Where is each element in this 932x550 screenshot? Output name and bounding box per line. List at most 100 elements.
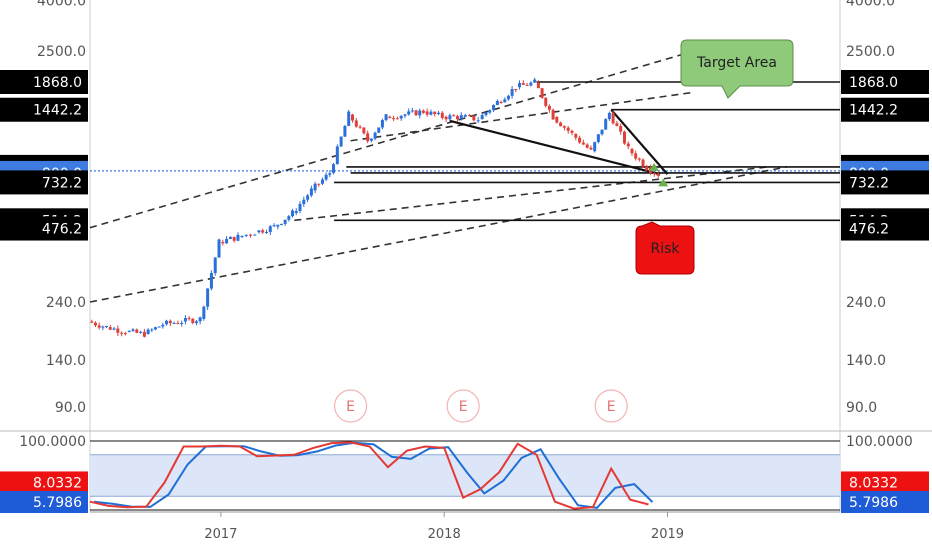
price-tick-right: 4000.0 (846, 0, 895, 9)
earnings-event-label: E (346, 399, 355, 415)
candle-body (463, 115, 467, 117)
candle-body (236, 234, 240, 241)
candle-body (101, 326, 105, 328)
candle-body (283, 219, 287, 224)
candle-body (600, 129, 604, 135)
candle-body (585, 144, 589, 148)
candle-body (570, 130, 574, 133)
candle-body (343, 125, 347, 137)
candle-body (268, 226, 272, 233)
candle-body (578, 137, 582, 143)
candle-body (604, 119, 608, 130)
candle-body (209, 273, 213, 289)
candle-body (120, 332, 124, 334)
candle-body (488, 110, 492, 113)
candle-body (232, 236, 236, 241)
candle-body (180, 323, 184, 325)
candle-body (328, 173, 332, 175)
candle-body (399, 115, 403, 119)
candle-body (392, 118, 396, 120)
candle-body (514, 89, 518, 91)
price-badge-right-label: 1442.2 (849, 103, 898, 119)
candle-body (377, 127, 381, 133)
candle-body (279, 223, 283, 225)
candle-body (607, 112, 611, 120)
risk-callout (635, 221, 695, 275)
candle-body (437, 112, 441, 115)
candle-body (547, 105, 551, 110)
candle-body (468, 115, 472, 117)
candle-body (619, 126, 623, 132)
price-tick-left: 90.0 (55, 400, 86, 416)
candle-body (317, 183, 321, 185)
candle-body (418, 110, 422, 116)
candle-body (555, 116, 559, 123)
stochastic-badge-left-label: 8.0332 (33, 475, 82, 491)
trendline-3 (294, 166, 769, 222)
candle-body (332, 164, 336, 173)
price-tick-left: 4000.0 (37, 0, 86, 9)
candle-body (429, 111, 433, 115)
candle-body (440, 112, 444, 118)
candle-body (634, 153, 638, 159)
candle-body (551, 109, 555, 120)
candle-body (217, 239, 221, 258)
stochastic-d-line (93, 441, 654, 509)
candle-body (335, 146, 339, 165)
candle-body (369, 138, 373, 141)
candle-body (264, 232, 268, 234)
candle-body (380, 120, 384, 128)
candle-body (244, 234, 248, 236)
price-tick-right: 240.0 (846, 295, 886, 311)
stochastic-badge-left-label: 5.7986 (33, 495, 82, 511)
candle-body (339, 136, 343, 147)
stochastic-tick-right: 100.0000 (846, 434, 913, 450)
candle-body (213, 257, 217, 274)
candle-body (127, 331, 131, 333)
price-badge-left (0, 170, 88, 195)
price-tick-right: 2500.0 (846, 44, 895, 60)
candle-body (403, 114, 407, 116)
price-badge-left (0, 70, 88, 94)
candle-body (536, 82, 540, 89)
candle-body (452, 115, 456, 117)
stochastic-badge-right-label: 8.0332 (849, 475, 898, 491)
candle-body (324, 174, 328, 180)
candle-body (298, 203, 302, 212)
candle-body (414, 110, 418, 116)
candle-body (410, 110, 414, 112)
candle-body (221, 242, 225, 244)
stochastic-band (90, 454, 840, 497)
earnings-event-label: E (607, 399, 616, 415)
candle-body (225, 238, 229, 244)
price-tick-right: 90.0 (846, 400, 877, 416)
candle-body (656, 173, 660, 176)
candle-body (108, 327, 112, 330)
candle-body (645, 166, 649, 171)
candle-body (615, 123, 619, 127)
candle-body (484, 112, 488, 116)
candle-body (294, 211, 298, 214)
trendline-0 (89, 49, 696, 229)
candle-body (533, 79, 537, 83)
candle-body (641, 159, 645, 167)
candle-body (421, 110, 425, 113)
candle-body (351, 114, 354, 121)
candle-body (407, 111, 411, 115)
candle-body (476, 120, 480, 122)
candle-body (448, 115, 452, 120)
price-tick-left: 2500.0 (37, 44, 86, 60)
candle-body (194, 321, 198, 324)
price-badge-right (841, 70, 929, 94)
price-badge-left-label: 476.2 (42, 222, 82, 238)
price-badge-left-label: 1868.0 (33, 75, 82, 91)
candle-body (290, 210, 294, 217)
candle-body (90, 321, 94, 323)
candle-body (622, 131, 626, 144)
candle-body (206, 288, 210, 307)
candle-body (388, 116, 392, 119)
trendline-4 (449, 119, 661, 176)
candle-body (131, 329, 135, 332)
candle-body (589, 147, 593, 150)
candle-body (172, 322, 176, 324)
